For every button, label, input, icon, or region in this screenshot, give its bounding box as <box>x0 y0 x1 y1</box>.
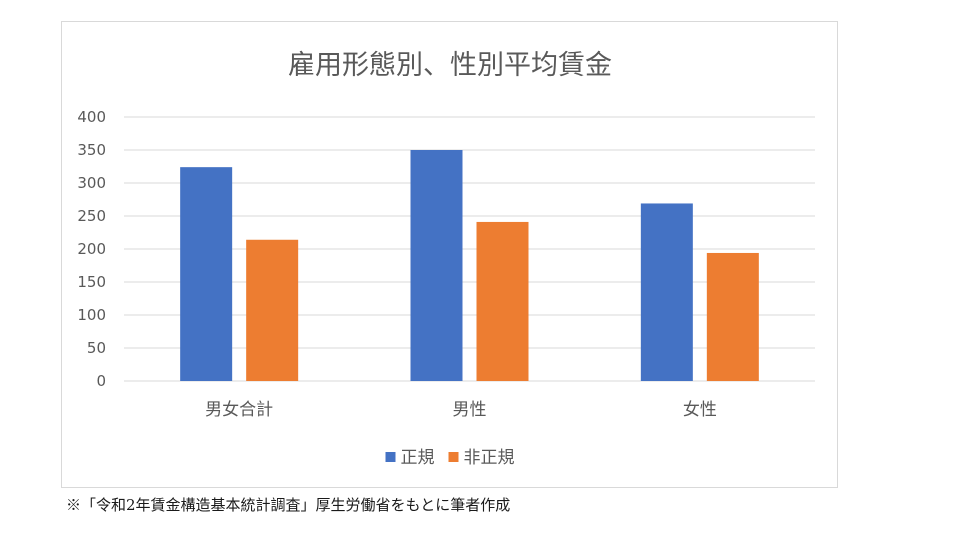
y-tick-label: 150 <box>77 273 106 291</box>
bar-regular-2 <box>640 203 693 381</box>
gridlines <box>124 116 815 382</box>
y-tick-label: 350 <box>77 141 106 159</box>
y-tick-label: 100 <box>77 306 106 324</box>
legend-label-nonregular: 非正規 <box>464 448 515 468</box>
y-tick-label: 50 <box>87 339 106 357</box>
legend-swatch-nonregular <box>448 452 459 462</box>
bar-regular-1 <box>410 150 463 381</box>
y-tick-label: 250 <box>77 207 106 225</box>
y-tick-label: 400 <box>77 108 106 126</box>
bar-nonregular-1 <box>476 221 529 381</box>
y-axis-tick-labels: 0 50 100 150 200 250 300 350 400 <box>77 108 106 390</box>
y-tick-label: 0 <box>96 372 106 390</box>
x-category-label: 男性 <box>453 400 487 420</box>
bar-chart: 雇用形態別、性別平均賃金 0 50 100 150 200 250 300 350 400 男女… <box>77 50 815 468</box>
legend-label-regular: 正規 <box>401 448 435 468</box>
bar-nonregular-0 <box>246 239 299 381</box>
legend-swatch-regular <box>385 452 396 462</box>
source-note: ※「令和2年賃金構造基本統計調査」厚生労働省をもとに筆者作成 <box>66 496 511 514</box>
x-category-label: 女性 <box>683 400 717 420</box>
bars <box>180 150 759 381</box>
chart-frame: 雇用形態別、性別平均賃金 0 50 100 150 200 250 300 350 400 男女… <box>61 21 838 488</box>
x-axis-category-labels: 男女合計 男性 女性 <box>205 400 717 420</box>
bar-regular-0 <box>180 167 233 381</box>
bar-nonregular-2 <box>706 252 759 381</box>
y-tick-label: 300 <box>77 174 106 192</box>
legend: 正規 非正規 <box>385 448 515 468</box>
x-category-label: 男女合計 <box>205 400 273 420</box>
chart-title: 雇用形態別、性別平均賃金 <box>288 50 612 81</box>
y-tick-label: 200 <box>77 240 106 258</box>
